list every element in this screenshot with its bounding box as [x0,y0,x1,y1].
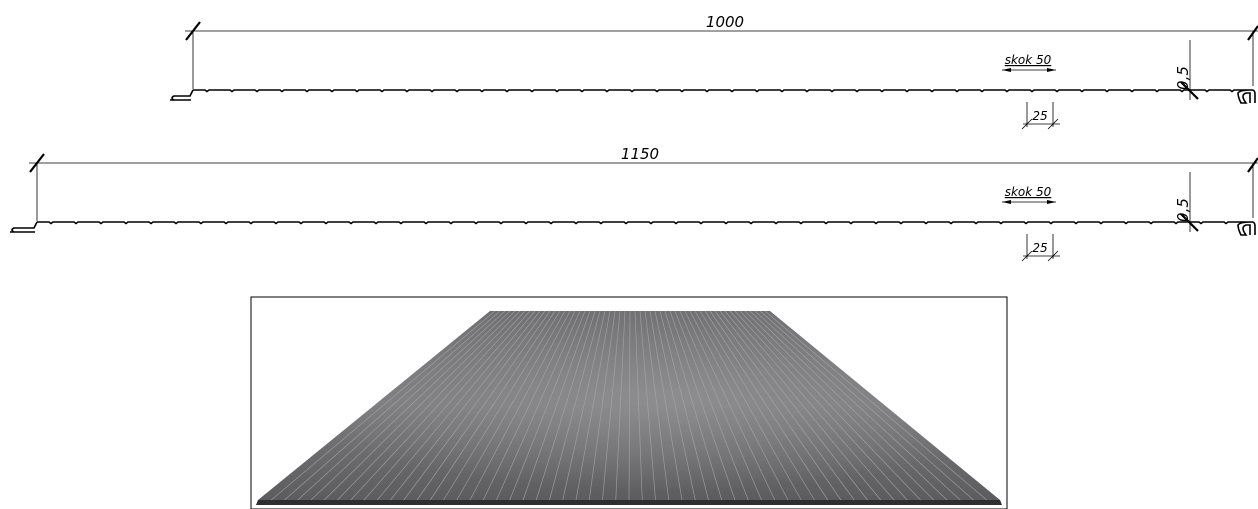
stripe [739,310,921,501]
pitch-label: skok 50 [1005,53,1052,67]
left-hook [170,89,194,101]
stripe [714,310,855,501]
stripe [403,310,546,501]
rib-tick [1047,118,1059,130]
stripe [390,310,541,501]
rib-label: 25 [1032,109,1047,123]
stripe [764,310,987,501]
stripe [602,310,621,501]
stripe [562,310,606,501]
profile: 1000 skok 50 0,5 25 [170,13,1258,130]
stripe [496,310,581,501]
stripe [649,310,683,501]
stripe [664,310,723,501]
rib-tick [1047,250,1059,262]
stripe [719,310,868,501]
stripe [443,310,561,501]
right-hook [1235,89,1256,104]
stripe [363,310,531,501]
profile-line [37,221,1235,225]
stripe [654,310,696,501]
stripe [337,310,521,501]
panel-photo [250,296,1008,509]
thickness-tick [1180,81,1199,100]
right-hook [1235,221,1256,236]
stripe [669,310,736,501]
profile-line [193,89,1235,93]
width-label: 1150 [621,145,659,163]
stripe [759,310,974,501]
stripe [350,310,526,501]
stripe [628,310,631,501]
stripe [684,310,776,501]
stripe [482,310,576,501]
width-label: 1000 [706,13,744,31]
stripe [704,310,829,501]
stripe [659,310,709,501]
stripe [749,310,948,501]
stripe [297,310,506,501]
stripe [310,310,511,501]
rib-label: 25 [1032,241,1047,255]
stripe [709,310,842,501]
thickness-label: 0,5 [1174,66,1192,90]
thickness-label: 0,5 [1174,198,1192,222]
stripe [416,310,551,501]
stripe [284,310,501,501]
stripe [734,310,908,501]
stripe [549,310,601,501]
stripe [575,310,611,501]
stripe [469,310,571,501]
stripe [644,310,670,501]
thickness-tick [1180,213,1199,232]
rib-tick [1021,118,1033,130]
stripe [615,310,626,501]
rib-tick [1021,250,1033,262]
stripe [689,310,789,501]
stripe [744,310,934,501]
stripe [429,310,556,501]
stripe [522,310,591,501]
stripe [694,310,802,501]
stripe [456,310,566,501]
stripe [509,310,586,501]
stripe [535,310,596,501]
stripe [754,310,961,501]
stripe [699,310,815,501]
stripe [588,310,616,501]
stripe [674,310,749,501]
stripe [724,310,882,501]
stripe [634,310,643,501]
stripe [679,310,762,501]
stripe [376,310,536,501]
pitch-label: skok 50 [1005,185,1052,199]
left-hook [10,221,38,233]
stripe [639,310,656,501]
profiles: 1000 skok 50 0,5 25 1150 skok 50 0,5 25 [10,13,1258,262]
profile: 1150 skok 50 0,5 25 [10,145,1258,262]
stripe [271,310,496,501]
stripe [729,310,895,501]
stripe [324,310,516,501]
